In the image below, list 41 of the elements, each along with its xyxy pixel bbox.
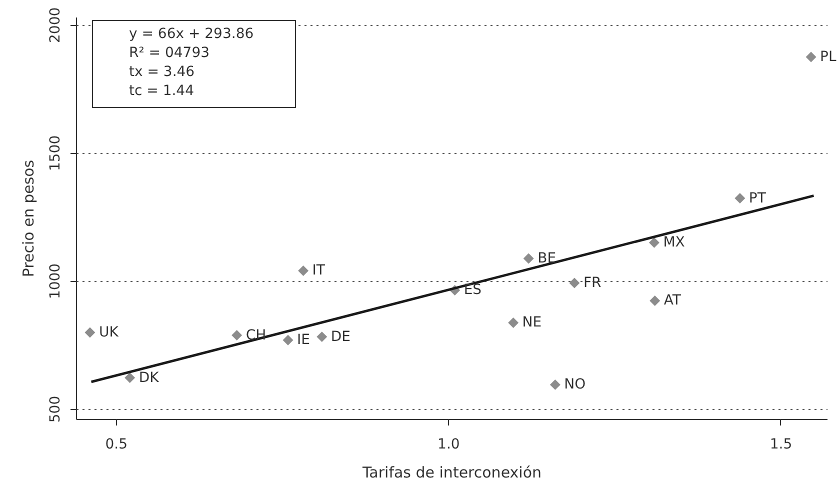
- point: [316, 332, 328, 342]
- annotation: tc = 1.44: [128, 82, 195, 101]
- x-tick-label: 1.0: [438, 436, 460, 452]
- x-axis-title: Tarifas de interconexión: [361, 464, 542, 482]
- y-tick-label: 2000: [48, 7, 64, 43]
- x-tick-label: 1.5: [770, 436, 792, 452]
- point: [84, 327, 96, 338]
- point: [523, 253, 534, 264]
- annotation: DE: [330, 328, 351, 345]
- point: [124, 372, 136, 384]
- annotation: IE: [297, 332, 310, 348]
- y-tick-label: 1000: [48, 263, 64, 300]
- annotation: UK: [98, 324, 120, 340]
- annotation: AT: [664, 292, 682, 309]
- annotation: y = 66x + 293.86: [128, 25, 255, 44]
- point: [648, 237, 660, 248]
- annotation: tx = 3.46: [128, 63, 196, 82]
- annotation: R² = 04793: [128, 44, 211, 63]
- annotation: PL: [820, 48, 836, 65]
- point: [569, 278, 580, 288]
- point: [806, 52, 816, 62]
- annotation: ES: [464, 282, 482, 298]
- point: [232, 330, 242, 341]
- annotation: NO: [564, 376, 586, 393]
- point: [508, 317, 519, 328]
- y-tick-label: 1500: [48, 135, 64, 172]
- annotation: FR: [583, 275, 602, 292]
- annotation: NE: [522, 314, 542, 331]
- y-tick-label: 500: [48, 396, 64, 423]
- annotation: PT: [748, 190, 766, 206]
- annotation: BE: [538, 250, 556, 266]
- point: [298, 266, 309, 276]
- annotation: MX: [663, 234, 686, 251]
- point: [282, 334, 294, 346]
- point: [734, 193, 746, 204]
- x-tick-label: 0.5: [105, 436, 128, 452]
- point: [550, 379, 560, 390]
- point: [650, 295, 660, 306]
- annotation: DK: [138, 370, 160, 386]
- y-axis-title: Precio en pesos: [20, 160, 38, 278]
- annotation: IT: [312, 262, 326, 279]
